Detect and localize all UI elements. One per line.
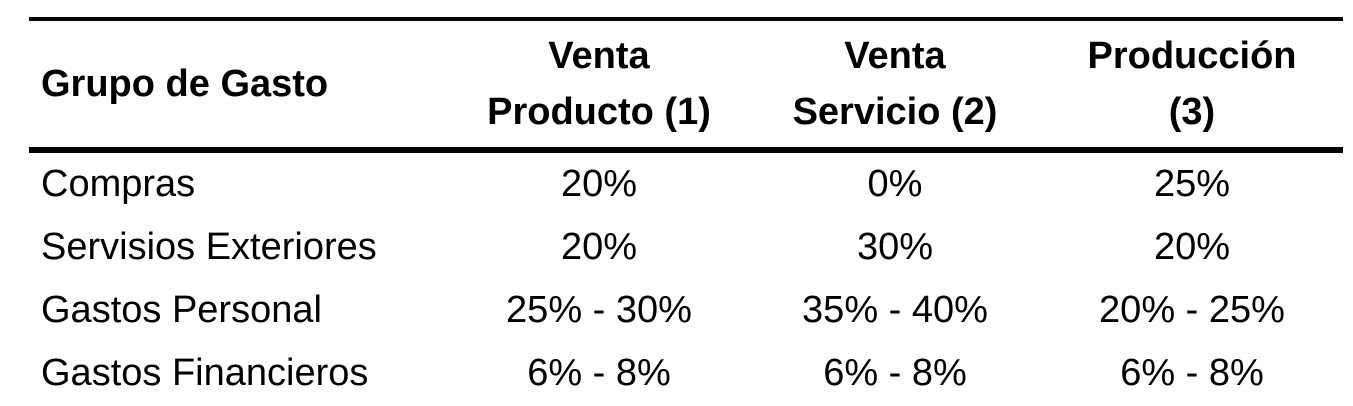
header-produccion: Producción (3) — [1041, 21, 1343, 147]
cell-venta-producto: 25% - 30% — [506, 289, 692, 331]
header-venta-producto: Venta Producto (1) — [449, 21, 749, 147]
header-venta-producto-line1: Venta — [548, 35, 650, 77]
cell-produccion: 25% — [1153, 163, 1231, 205]
cell-venta-servicio: 35% - 40% — [802, 289, 988, 331]
header-grupo-de-gasto: Grupo de Gasto — [41, 63, 329, 105]
table-header-rule — [29, 147, 1343, 153]
cell-venta-servicio: 30% — [856, 226, 934, 268]
cell-venta-producto: 20% — [560, 226, 638, 268]
table-row: Gastos Financieros 6% - 8% 6% - 8% 6% - … — [29, 342, 1343, 405]
table-top-rule — [29, 17, 1343, 21]
table-header-row: Grupo de Gasto Venta Producto (1) Venta … — [29, 21, 1343, 147]
row-group-label: Gastos Personal — [41, 289, 322, 331]
cell-produccion: 6% - 8% — [1120, 352, 1264, 394]
table-row: Gastos Personal 25% - 30% 35% - 40% 20% … — [29, 279, 1343, 342]
header-produccion-line2: (3) — [1168, 91, 1216, 133]
row-group-label: Compras — [41, 163, 196, 205]
row-group-label: Servisios Exteriores — [41, 226, 377, 268]
cell-venta-producto: 6% - 8% — [527, 352, 671, 394]
table-row: Servisios Exteriores 20% 30% 20% — [29, 216, 1343, 279]
header-venta-producto-line2: Producto (1) — [487, 91, 711, 133]
header-venta-servicio: Venta Servicio (2) — [749, 21, 1041, 147]
table-row: Compras 20% 0% 25% — [29, 153, 1343, 216]
cell-venta-producto: 20% — [560, 163, 638, 205]
row-group-label: Gastos Financieros — [41, 352, 369, 394]
cell-produccion: 20% - 25% — [1099, 289, 1285, 331]
cell-produccion: 20% — [1153, 226, 1231, 268]
cell-venta-servicio: 0% — [867, 163, 923, 205]
cell-venta-servicio: 6% - 8% — [823, 352, 967, 394]
header-venta-servicio-line1: Venta — [844, 35, 946, 77]
header-produccion-line1: Producción — [1087, 35, 1297, 77]
header-venta-servicio-line2: Servicio (2) — [792, 91, 998, 133]
table-body: Compras 20% 0% 25% Servisios Exteriores … — [29, 153, 1343, 405]
